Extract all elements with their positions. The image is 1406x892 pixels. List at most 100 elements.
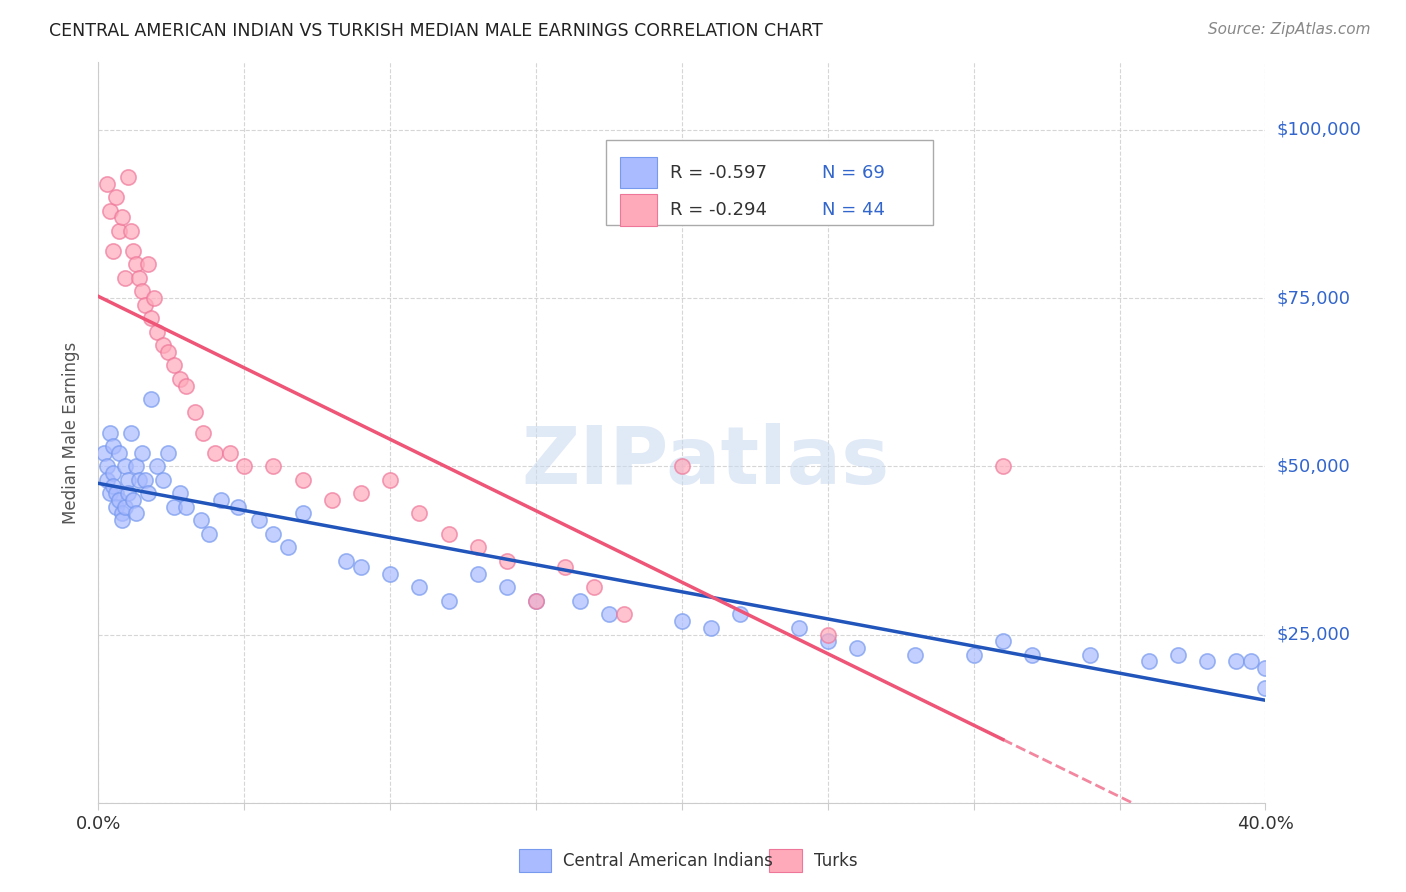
- Point: [108, 492, 131, 507]
- Point: [114, 459, 136, 474]
- Point: [962, 648, 984, 662]
- Point: [1167, 648, 1189, 662]
- Point: [139, 311, 162, 326]
- Point: [128, 473, 150, 487]
- Point: [104, 190, 127, 204]
- Point: [98, 203, 121, 218]
- Point: [125, 257, 148, 271]
- Point: [111, 513, 134, 527]
- Point: [146, 325, 169, 339]
- Point: [408, 581, 430, 595]
- FancyBboxPatch shape: [620, 194, 658, 226]
- Point: [817, 627, 839, 641]
- Point: [139, 392, 162, 406]
- Point: [1021, 648, 1043, 662]
- Point: [157, 344, 180, 359]
- Point: [134, 473, 156, 487]
- Point: [134, 298, 156, 312]
- Point: [125, 459, 148, 474]
- Point: [583, 581, 606, 595]
- Point: [174, 378, 197, 392]
- Point: [671, 459, 693, 474]
- Text: Turks: Turks: [814, 852, 858, 870]
- Text: $50,000: $50,000: [1277, 458, 1350, 475]
- Point: [321, 492, 343, 507]
- Point: [350, 486, 373, 500]
- Text: Central American Indians: Central American Indians: [562, 852, 773, 870]
- FancyBboxPatch shape: [769, 849, 801, 871]
- Point: [152, 338, 174, 352]
- Point: [111, 507, 134, 521]
- Point: [209, 492, 232, 507]
- Point: [1240, 655, 1263, 669]
- Point: [1080, 648, 1102, 662]
- Point: [467, 566, 489, 581]
- Point: [101, 439, 124, 453]
- Point: [169, 372, 191, 386]
- Point: [142, 291, 165, 305]
- Point: [228, 500, 250, 514]
- Point: [163, 500, 186, 514]
- Point: [101, 244, 124, 258]
- FancyBboxPatch shape: [606, 140, 932, 226]
- Point: [1254, 661, 1277, 675]
- Point: [247, 513, 270, 527]
- Point: [117, 169, 139, 184]
- Point: [101, 466, 124, 480]
- Y-axis label: Median Male Earnings: Median Male Earnings: [62, 342, 80, 524]
- Text: $25,000: $25,000: [1277, 625, 1351, 643]
- Point: [350, 560, 373, 574]
- Point: [108, 446, 131, 460]
- Point: [291, 507, 314, 521]
- Point: [122, 244, 145, 258]
- Point: [277, 540, 299, 554]
- Point: [198, 526, 221, 541]
- Point: [568, 594, 591, 608]
- Point: [335, 553, 357, 567]
- Point: [991, 459, 1014, 474]
- Point: [291, 473, 314, 487]
- Point: [104, 486, 127, 500]
- Text: $100,000: $100,000: [1277, 120, 1361, 139]
- Point: [98, 425, 121, 440]
- Point: [98, 486, 121, 500]
- Point: [467, 540, 489, 554]
- Point: [554, 560, 576, 574]
- Point: [117, 473, 139, 487]
- Point: [174, 500, 197, 514]
- Point: [524, 594, 547, 608]
- Point: [1254, 681, 1277, 696]
- Point: [262, 526, 284, 541]
- Point: [193, 425, 215, 440]
- Point: [108, 224, 131, 238]
- Point: [787, 621, 810, 635]
- Point: [136, 486, 159, 500]
- Point: [1195, 655, 1218, 669]
- Text: CENTRAL AMERICAN INDIAN VS TURKISH MEDIAN MALE EARNINGS CORRELATION CHART: CENTRAL AMERICAN INDIAN VS TURKISH MEDIA…: [49, 22, 823, 40]
- Point: [128, 270, 150, 285]
- Point: [817, 634, 839, 648]
- Point: [96, 459, 118, 474]
- Point: [846, 640, 869, 655]
- Point: [233, 459, 256, 474]
- Point: [136, 257, 159, 271]
- Point: [437, 594, 460, 608]
- Point: [96, 177, 118, 191]
- Point: [380, 473, 402, 487]
- Point: [190, 513, 212, 527]
- Point: [146, 459, 169, 474]
- Text: N = 69: N = 69: [823, 163, 884, 182]
- Point: [991, 634, 1014, 648]
- Point: [1225, 655, 1247, 669]
- Point: [125, 507, 148, 521]
- Text: N = 44: N = 44: [823, 201, 884, 219]
- Point: [408, 507, 430, 521]
- Point: [169, 486, 191, 500]
- Point: [262, 459, 284, 474]
- Point: [524, 594, 547, 608]
- Point: [671, 614, 693, 628]
- Point: [122, 492, 145, 507]
- Point: [120, 224, 142, 238]
- Point: [612, 607, 634, 622]
- Text: R = -0.294: R = -0.294: [671, 201, 768, 219]
